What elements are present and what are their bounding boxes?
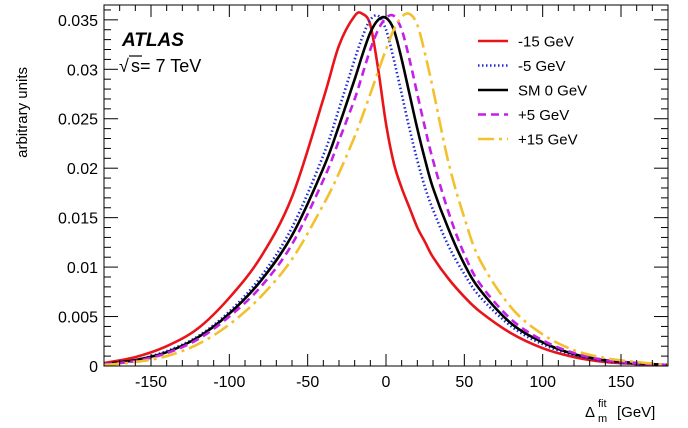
plot-area — [103, 4, 669, 367]
curves — [103, 11, 669, 367]
y-tick-label: 0.005 — [58, 310, 98, 327]
x-tick-label: -150 — [135, 374, 167, 391]
series-line-3 — [103, 13, 669, 367]
x-tick-label: -50 — [296, 374, 319, 391]
legend-label-2: SM 0 GeV — [518, 83, 587, 100]
x-axis-title-subscript: m — [598, 413, 607, 425]
y-tick-label: 0.02 — [67, 161, 98, 178]
y-tick-label: 0.03 — [67, 62, 98, 79]
plot-frame — [103, 4, 669, 367]
x-tick-label: 150 — [608, 374, 635, 391]
sqrt-symbol: √ — [119, 56, 129, 76]
x-axis-title-superscript: fit — [598, 398, 607, 410]
series-line-4 — [103, 12, 669, 367]
y-tick-label: 0.015 — [58, 211, 98, 228]
x-axis-title: Δ fit m [GeV] — [585, 398, 655, 425]
legend-label-4: +15 GeV — [518, 132, 578, 149]
x-tick-label: -100 — [213, 374, 245, 391]
y-axis-title: arbitrary units — [14, 67, 31, 158]
y-tick-label: 0.035 — [58, 13, 98, 30]
x-axis-title-unit: [GeV] — [617, 404, 655, 421]
experiment-label: ATLAS — [121, 30, 184, 51]
series-line-0 — [103, 11, 669, 367]
x-tick-label: 0 — [382, 374, 391, 391]
y-tick-label: 0 — [89, 359, 98, 376]
x-tick-label: 100 — [529, 374, 556, 391]
x-axis-title-symbol: Δ — [585, 404, 595, 421]
y-tick-label: 0.025 — [58, 112, 98, 129]
x-tick-label: 50 — [455, 374, 473, 391]
energy-label: s= 7 TeV — [131, 56, 201, 76]
y-tick-label: 0.01 — [67, 260, 98, 277]
legend: -15 GeV -5 GeV SM 0 GeV +5 GeV +15 GeV — [478, 34, 587, 149]
axes: -150 -100 -50 0 50 100 150 0 0.005 0.01 0.015 0.02 0… — [58, 5, 669, 391]
legend-label-3: +5 GeV — [518, 107, 569, 124]
legend-label-0: -15 GeV — [518, 34, 574, 51]
legend-label-1: -5 GeV — [518, 58, 566, 75]
